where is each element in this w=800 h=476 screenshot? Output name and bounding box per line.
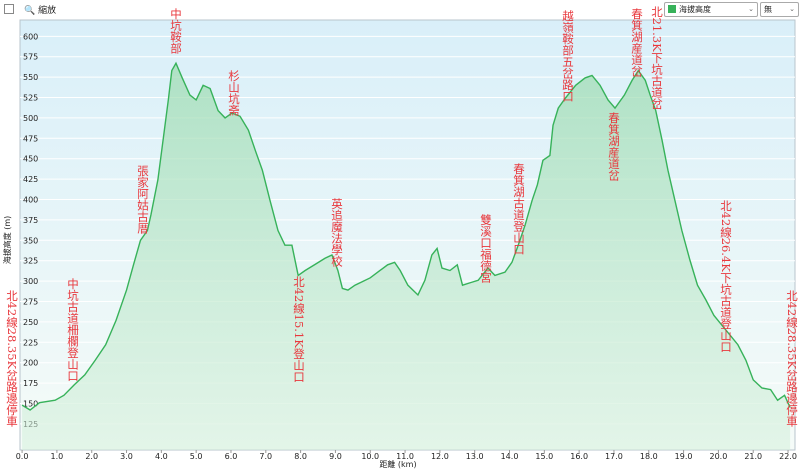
zoom-checkbox[interactable] <box>4 4 14 14</box>
waypoint-label: 英追魔法學校 <box>330 197 344 268</box>
x-tick-label: 15.0 <box>535 452 553 461</box>
x-tick-label: 16.0 <box>570 452 588 461</box>
waypoint-label: 中坑鞍部 <box>169 8 183 54</box>
y-tick-label: 350 <box>23 236 38 245</box>
y-tick-label: 300 <box>23 277 38 286</box>
y-tick-label: 150 <box>23 399 38 408</box>
x-tick-label: 21.0 <box>744 452 762 461</box>
x-tick-label: 1.0 <box>51 452 64 461</box>
y-tick-label: 175 <box>23 379 38 388</box>
x-tick-label: 12.0 <box>431 452 449 461</box>
waypoint-label: 春箕湖古道登山口 <box>512 163 526 255</box>
y-tick-label: 225 <box>23 338 38 347</box>
x-tick-label: 11.0 <box>396 452 414 461</box>
y-tick-label: 600 <box>23 32 38 41</box>
x-tick-label: 20.0 <box>709 452 727 461</box>
waypoint-label: 北42線28.35K岔路邊停車 <box>785 290 799 427</box>
x-tick-label: 18.0 <box>640 452 658 461</box>
waypoint-label: 春箕湖産道岔 <box>630 8 644 78</box>
y-tick-label: 375 <box>23 216 38 225</box>
y-tick-label: 425 <box>23 175 38 184</box>
y-tick-label: 500 <box>23 114 38 123</box>
x-tick-label: 9.0 <box>329 452 342 461</box>
zoom-label: 縮放 <box>38 6 57 16</box>
waypoint-label: 北42線26.4K下坑古道登山口 <box>719 200 733 352</box>
waypoint-label: 北42線28.35K岔路邊停車 <box>5 290 19 427</box>
x-tick-label: 2.0 <box>85 452 98 461</box>
x-tick-label: 17.0 <box>605 452 623 461</box>
x-tick-label: 22.0 <box>779 452 797 461</box>
y-tick-label: 575 <box>23 53 38 62</box>
waypoint-label: 張家阿姑古厝 <box>136 165 150 235</box>
waypoint-label: 春箕湖産道岔 <box>607 112 621 182</box>
x-tick-label: 3.0 <box>120 452 133 461</box>
waypoint-label: 雙溪口福德宮 <box>479 214 493 284</box>
y-tick-label: 525 <box>23 94 38 103</box>
x-tick-label: 10.0 <box>361 452 379 461</box>
series-swatch <box>668 5 676 13</box>
y-tick-label: 550 <box>23 73 38 82</box>
waypoint-label: 北21.3K下坑古道岔 <box>650 6 664 110</box>
secondary-select[interactable]: 無 ⌄ <box>760 2 799 17</box>
y-tick-label: 475 <box>23 134 38 143</box>
waypoint-label: 越嶺鞍部五岔路口 <box>561 9 575 102</box>
x-tick-label: 6.0 <box>225 452 238 461</box>
x-tick-label: 8.0 <box>294 452 307 461</box>
y-tick-label: 450 <box>23 155 38 164</box>
toolbar: 🔍 縮放 海拔高度 ⌄ 無 ⌄ <box>0 0 800 19</box>
y-tick-label: 275 <box>23 297 38 306</box>
secondary-label: 無 <box>764 5 772 14</box>
x-tick-label: 0.0 <box>16 452 29 461</box>
series-name: 海拔高度 <box>679 5 711 14</box>
zoom-toggle[interactable]: 🔍 縮放 <box>24 6 57 16</box>
x-tick-label: 19.0 <box>675 452 693 461</box>
elevation-line <box>21 61 791 411</box>
series-select[interactable]: 海拔高度 ⌄ <box>664 2 758 17</box>
x-tick-label: 4.0 <box>155 452 168 461</box>
y-tick-label: 250 <box>23 318 38 327</box>
x-tick-label: 7.0 <box>259 452 272 461</box>
y-axis-title: 海拔高度 (m) <box>2 216 12 265</box>
area-fill <box>22 63 791 450</box>
x-axis-title: 距離 (km) <box>379 459 416 469</box>
waypoint-label: 中坑古道柵欄登山口 <box>66 278 80 382</box>
y-tick-label: 400 <box>23 196 38 205</box>
x-tick-label: 13.0 <box>466 452 484 461</box>
x-tick-label: 14.0 <box>501 452 519 461</box>
y-tick-label: 200 <box>23 359 38 368</box>
x-tick-label: 5.0 <box>190 452 203 461</box>
y-tick-label: 325 <box>23 257 38 266</box>
waypoint-label: 北42線15.1K登山口 <box>292 276 306 382</box>
waypoint-label: 杉山坑斋 <box>227 69 241 117</box>
